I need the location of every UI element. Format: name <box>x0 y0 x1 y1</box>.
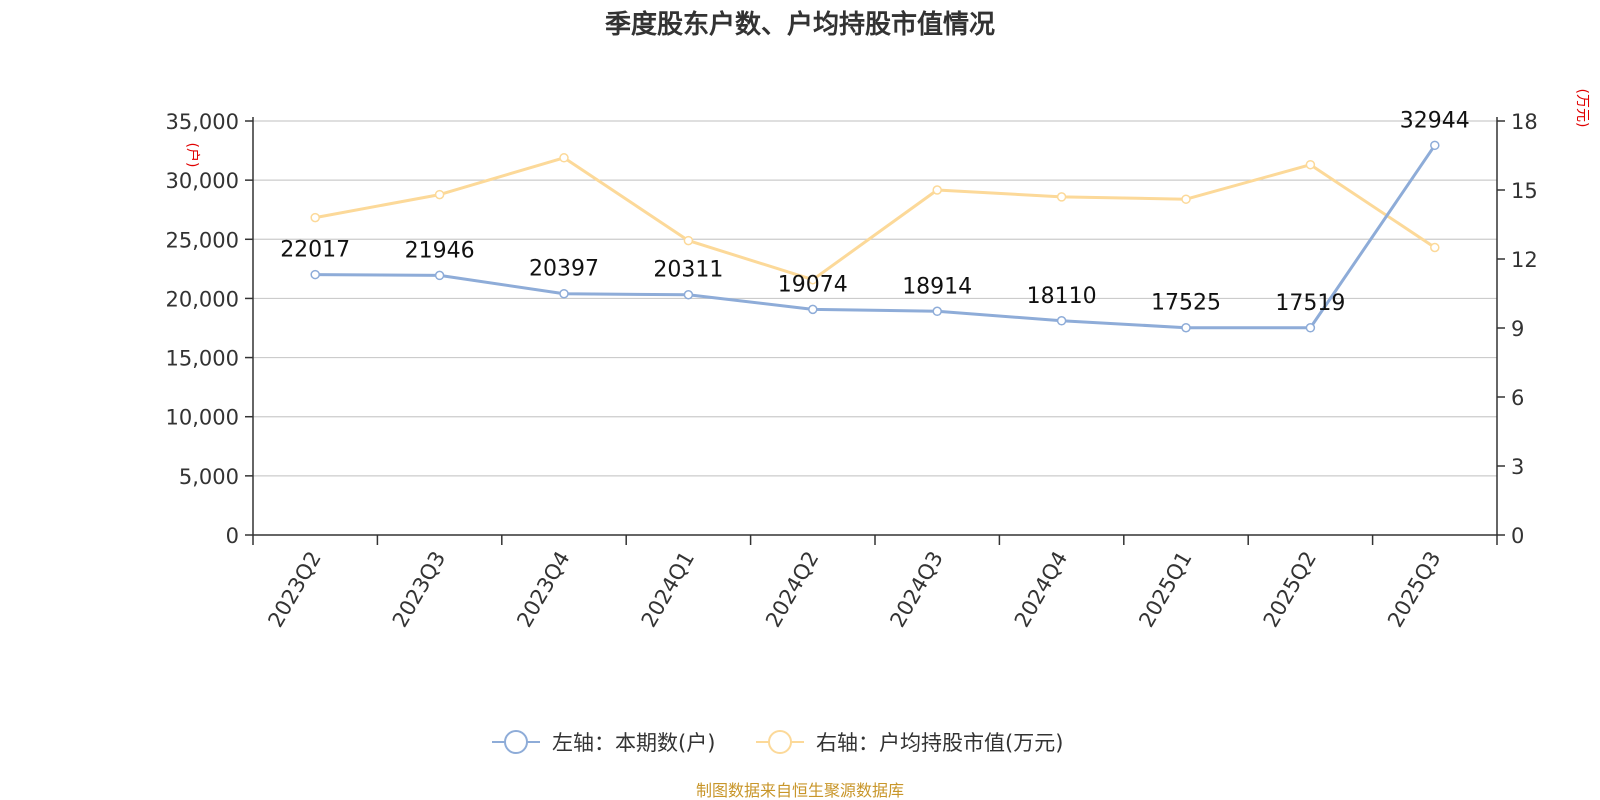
point-avg-market-value <box>1305 159 1316 170</box>
left-tick-label: 15,000 <box>166 347 239 371</box>
data-labels: 22017 21946 20397 20311 19074 18914 18110 17525… <box>280 108 1470 315</box>
point-shareholder-count <box>434 270 445 281</box>
point-avg-market-value <box>932 185 942 195</box>
data-label-shareholder-count: 18110 <box>1027 284 1097 309</box>
right-tick-label: 3 <box>1511 455 1524 479</box>
point-shareholder-count <box>559 288 569 299</box>
data-label-shareholder-count: 19074 <box>778 272 848 297</box>
point-avg-market-value <box>1430 242 1440 253</box>
point-shareholder-count <box>1305 323 1316 333</box>
point-shareholder-count <box>683 289 694 300</box>
point-shareholder-count <box>932 306 942 317</box>
x-axis-ticks: 2023Q2 2023Q3 2023Q4 2024Q1 2024Q2 2024Q3 2024… <box>252 535 1498 631</box>
data-label-shareholder-count: 21946 <box>405 238 475 263</box>
left-tick-label: 5,000 <box>179 465 239 489</box>
grid-lines <box>253 120 1497 477</box>
point-avg-market-value <box>434 189 445 200</box>
chart-title: 季度股东户数、户均持股市值情况 <box>605 9 995 40</box>
data-label-shareholder-count: 20311 <box>653 258 723 283</box>
left-tick-label: 10,000 <box>166 406 239 430</box>
point-shareholder-count <box>1181 322 1191 333</box>
right-tick-label: 0 <box>1511 524 1524 548</box>
right-tick-label: 9 <box>1511 317 1524 341</box>
series-line-shareholder-count <box>315 144 1437 330</box>
x-tick-label: 2024Q2 <box>761 547 823 631</box>
point-shareholder-count <box>1056 316 1067 326</box>
x-tick-label: 2023Q3 <box>388 547 450 631</box>
legend: 左轴：本期数(户) 右轴：户均持股市值(万元) <box>492 730 1063 755</box>
series-avg-market-value <box>310 153 1440 285</box>
right-axis-ticks: 0 3 6 9 12 15 18 <box>1497 110 1538 548</box>
point-shareholder-count <box>1430 140 1440 151</box>
point-avg-market-value <box>559 153 569 163</box>
right-axis-unit: (万元) <box>1574 89 1590 128</box>
point-avg-market-value <box>310 212 320 223</box>
left-tick-label: 30,000 <box>166 169 239 193</box>
data-label-shareholder-count: 18914 <box>902 274 972 299</box>
right-tick-label: 12 <box>1511 248 1538 272</box>
x-tick-label: 2023Q4 <box>512 547 574 631</box>
data-label-shareholder-count: 22017 <box>280 238 350 263</box>
x-tick-label: 2025Q1 <box>1134 547 1196 631</box>
x-tick-label: 2024Q3 <box>885 547 947 631</box>
x-tick-label: 2023Q2 <box>263 547 325 631</box>
data-label-shareholder-count: 20397 <box>529 257 599 282</box>
right-tick-label: 18 <box>1511 110 1538 134</box>
x-tick-label: 2025Q2 <box>1259 547 1321 631</box>
right-tick-label: 6 <box>1511 386 1524 410</box>
series-line-avg-market-value <box>314 156 1436 282</box>
point-shareholder-count <box>808 304 818 315</box>
left-tick-label: 35,000 <box>166 110 239 134</box>
right-tick-label: 15 <box>1511 179 1538 203</box>
legend-item-right[interactable]: 右轴：户均持股市值(万元) <box>756 730 1063 755</box>
point-avg-market-value <box>1056 192 1067 202</box>
data-label-shareholder-count: 32944 <box>1400 108 1470 133</box>
series-shareholder-count <box>310 140 1440 333</box>
left-axis-ticks: 0 5,000 10,000 15,000 20,000 25,000 30,000 35,0… <box>166 110 253 548</box>
x-tick-label: 2024Q1 <box>637 547 699 631</box>
x-tick-label: 2024Q4 <box>1010 547 1072 631</box>
left-tick-label: 0 <box>226 524 239 548</box>
left-tick-label: 25,000 <box>166 228 239 252</box>
left-tick-label: 20,000 <box>166 287 239 311</box>
point-avg-market-value <box>683 235 694 246</box>
data-source: 制图数据来自恒生聚源数据库 <box>696 781 904 800</box>
point-avg-market-value <box>808 274 818 285</box>
legend-item-left[interactable]: 左轴：本期数(户) <box>492 730 715 755</box>
x-tick-label: 2025Q3 <box>1383 547 1445 631</box>
data-label-shareholder-count: 17519 <box>1275 291 1345 316</box>
left-axis-unit: (户) <box>184 143 201 168</box>
point-shareholder-count <box>310 269 320 280</box>
legend-label-left: 左轴：本期数(户) <box>552 731 715 755</box>
point-avg-market-value <box>1181 194 1191 204</box>
legend-label-right: 右轴：户均持股市值(万元) <box>816 731 1063 755</box>
data-label-shareholder-count: 17525 <box>1151 291 1221 316</box>
